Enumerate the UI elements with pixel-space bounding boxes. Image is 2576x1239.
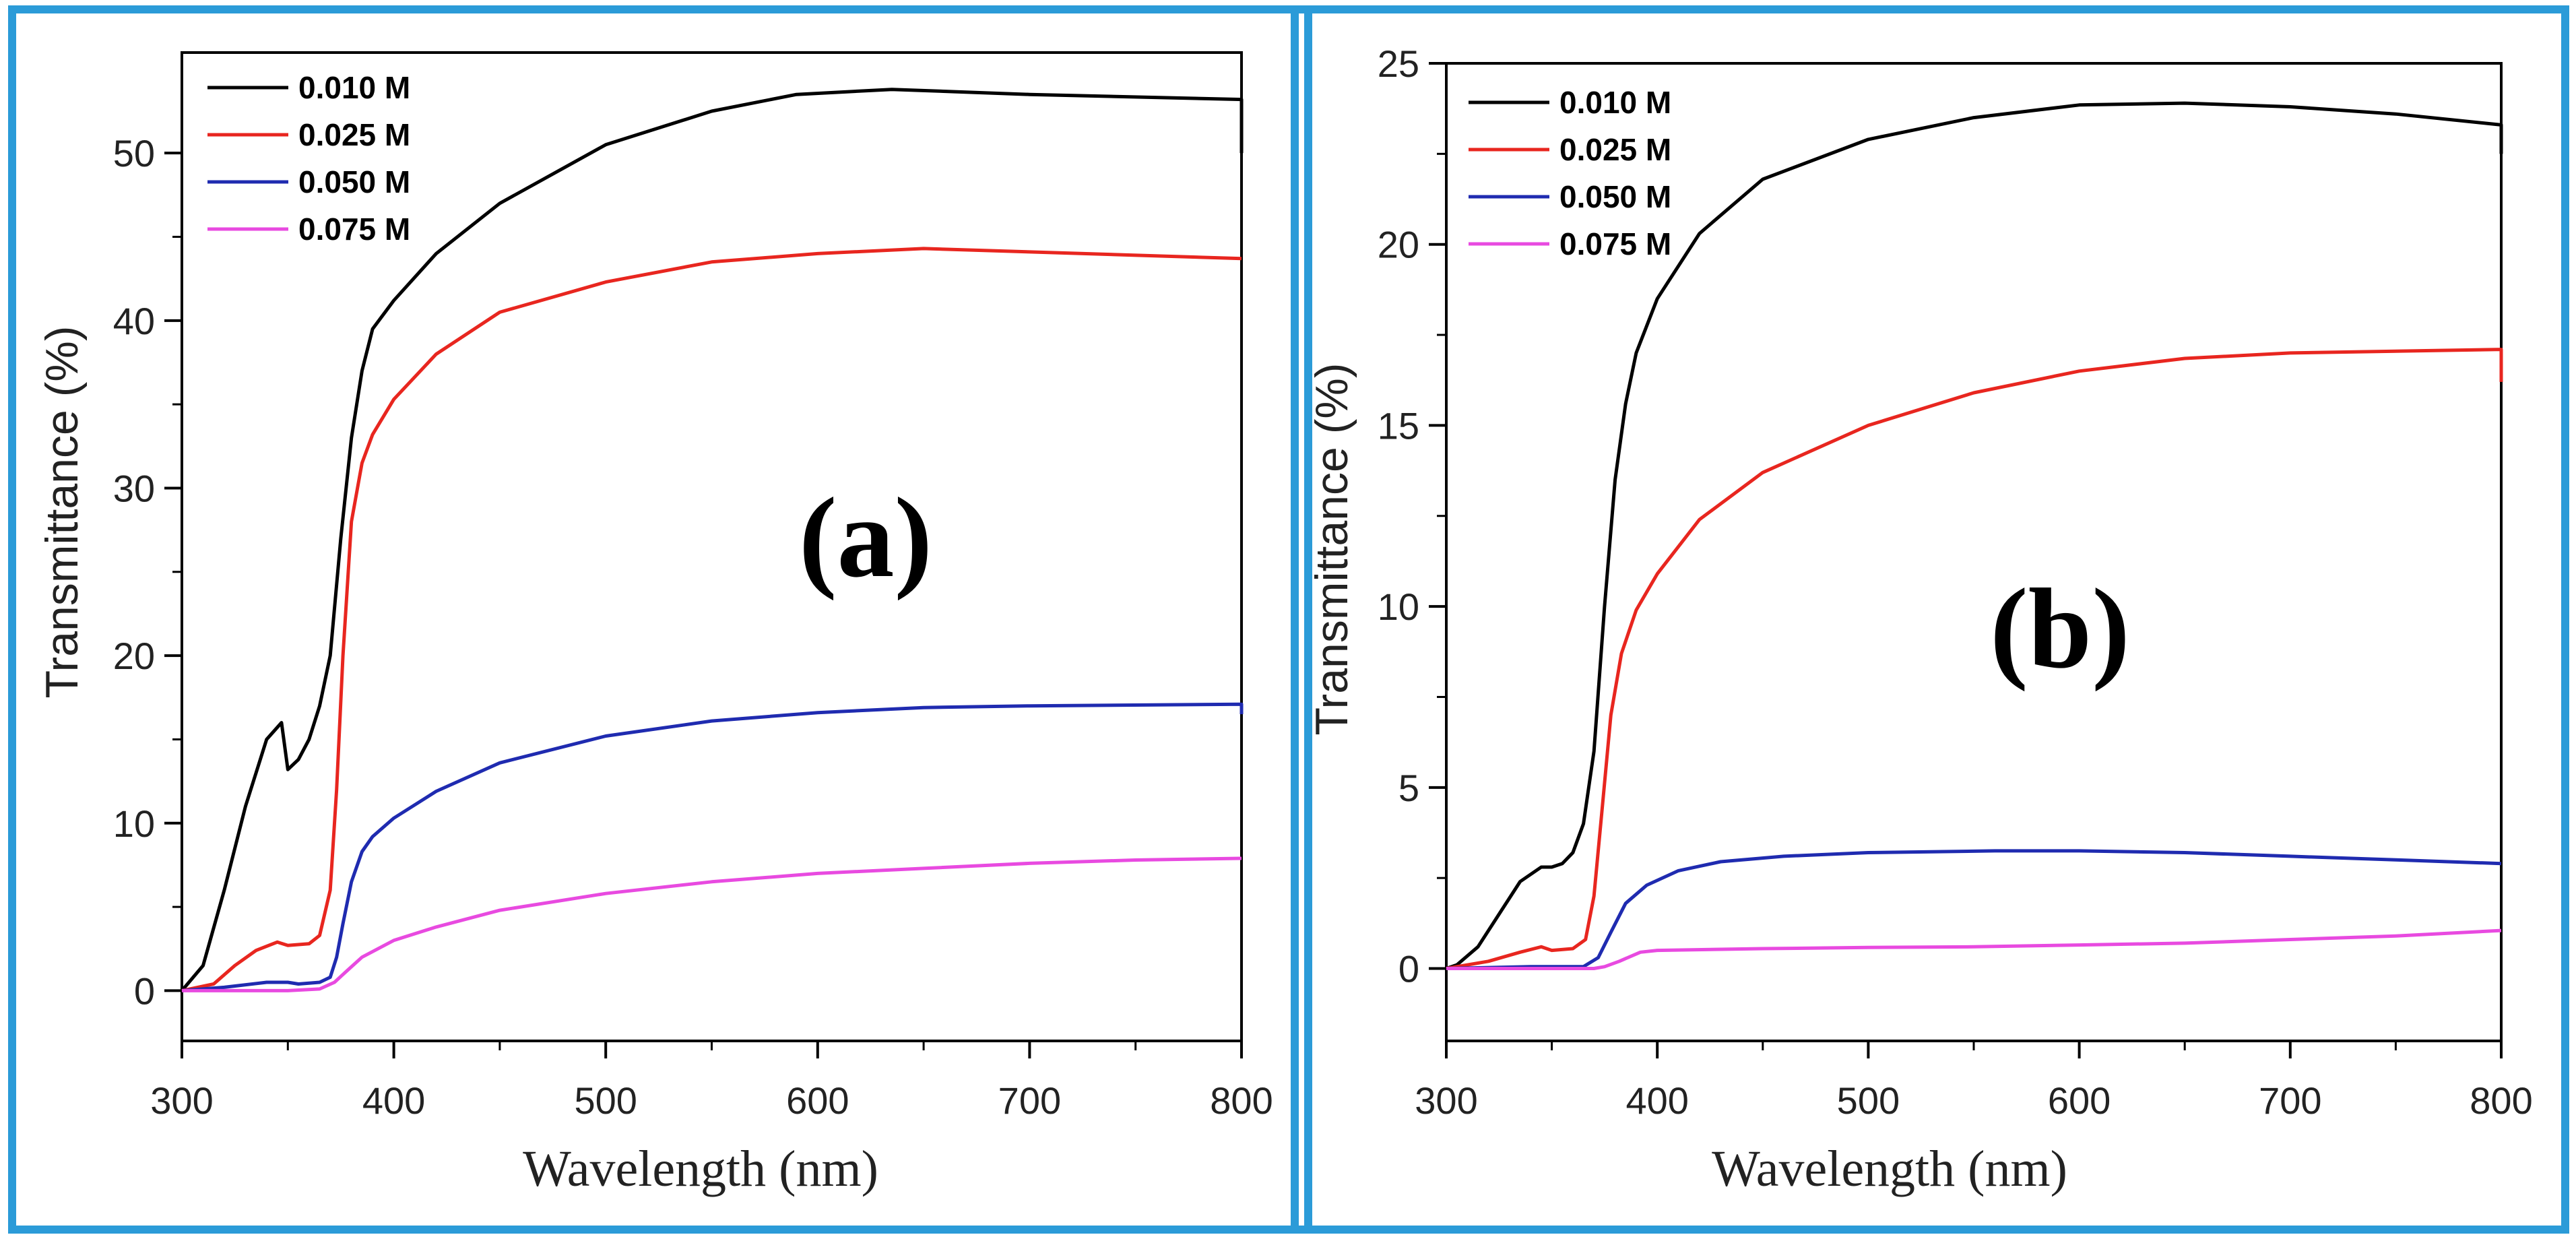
- series-line-a-4: [182, 856, 1242, 992]
- panel-frame-a: [8, 5, 1312, 1234]
- x-tick-label-a: 500: [574, 1079, 637, 1122]
- y-tick-label-b: 5: [1398, 767, 1419, 809]
- x-tick-label-b: 700: [2259, 1079, 2321, 1122]
- y-axis-title-b: Transmittance (%): [1306, 363, 1357, 736]
- panel-label-a: (a): [799, 474, 932, 601]
- series-line-b-4: [1446, 928, 2502, 970]
- y-tick-label-b: 15: [1378, 404, 1419, 447]
- series-line-b-3: [1446, 849, 2502, 970]
- y-tick-label-b: 10: [1378, 585, 1419, 628]
- series-line-b-1: [1446, 101, 2503, 970]
- y-tick-label-b: 20: [1378, 224, 1419, 266]
- x-axis-title-b: Wavelength (nm): [1712, 1141, 2067, 1197]
- x-tick-label-a: 400: [362, 1079, 425, 1122]
- y-axis-title-a: Transmittance (%): [36, 326, 88, 699]
- x-tick-label-b: 600: [2048, 1079, 2111, 1122]
- x-tick-label-a: 600: [786, 1079, 849, 1122]
- x-tick-label-a: 300: [150, 1079, 213, 1122]
- x-tick-label-b: 500: [1837, 1079, 1900, 1122]
- series-line-a-2: [181, 247, 1242, 992]
- legend-label-b-3: 0.050 M: [1559, 179, 1671, 214]
- x-tick-label-b: 400: [1625, 1079, 1688, 1122]
- y-tick-label-a: 20: [113, 635, 155, 677]
- series-line-b-2: [1446, 348, 2503, 970]
- x-tick-label-a: 800: [1210, 1079, 1273, 1122]
- y-tick-label-a: 30: [113, 467, 155, 509]
- x-tick-label-a: 700: [998, 1079, 1061, 1122]
- legend-label-b-2: 0.025 M: [1559, 132, 1671, 167]
- series-line-a-3: [181, 702, 1244, 992]
- legend-label-a-3: 0.050 M: [298, 164, 410, 199]
- legend-label-b-4: 0.075 M: [1559, 226, 1671, 261]
- panel-label-b: (b): [1990, 565, 2130, 692]
- y-tick-label-a: 0: [134, 970, 155, 1012]
- y-tick-label-b: 0: [1398, 948, 1419, 990]
- y-tick-label-a: 40: [113, 300, 155, 342]
- x-tick-label-b: 300: [1415, 1079, 1477, 1122]
- series-line-a-1: [181, 88, 1244, 992]
- y-tick-label-b: 25: [1378, 42, 1419, 85]
- legend-label-b-1: 0.010 M: [1559, 85, 1671, 120]
- legend-label-a-2: 0.025 M: [298, 117, 410, 152]
- legend-label-a-1: 0.010 M: [298, 70, 410, 105]
- x-axis-title-a: Wavelength (nm): [523, 1141, 878, 1197]
- x-tick-label-b: 800: [2470, 1079, 2532, 1122]
- panel-frame-b: [1291, 5, 2569, 1234]
- y-tick-label-a: 50: [113, 132, 155, 174]
- legend-label-a-4: 0.075 M: [298, 212, 410, 247]
- chart-panel-a: (a) Transmittance (%) Wavelength (nm) 30…: [36, 51, 1273, 1197]
- chart-panel-b: (b) Transmittance (%) Wavelength (nm) 30…: [1306, 42, 2533, 1197]
- y-tick-label-a: 10: [113, 802, 155, 845]
